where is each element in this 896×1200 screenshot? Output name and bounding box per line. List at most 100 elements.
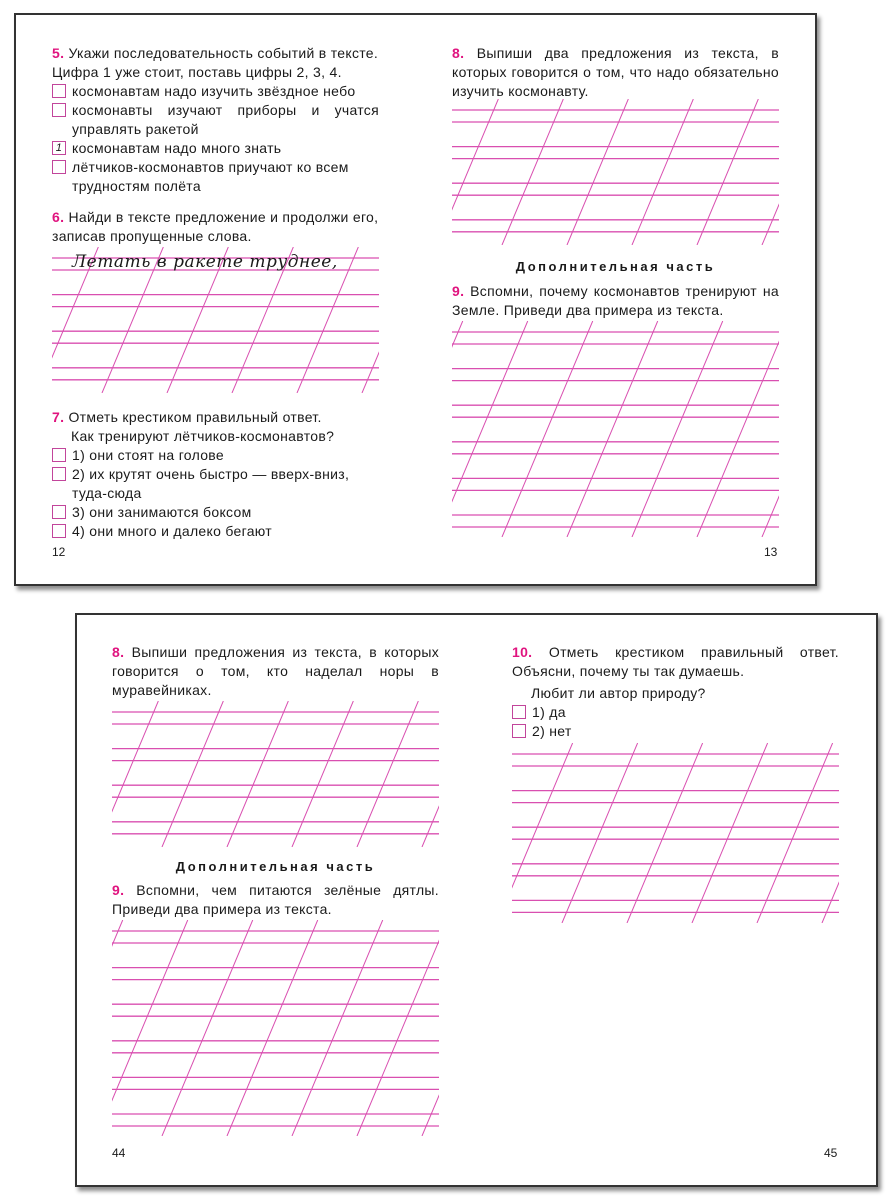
task-8: 8. Выпиши предложения из текста, в котор…: [112, 643, 439, 700]
slant-line: [696, 340, 779, 537]
option-text: лётчиков-космонавтов приучают ко всем тр…: [72, 159, 349, 194]
option-text: 2) нет: [532, 723, 572, 739]
slant-line: [112, 920, 124, 947]
task-text: Найди в тексте предложение и продолжи ег…: [52, 209, 379, 244]
option-text: 3) они занимаются боксом: [72, 504, 252, 520]
checkbox[interactable]: [52, 505, 66, 519]
task-8: 8. Выпиши два предложения из текста, в к…: [452, 44, 779, 101]
task-number: 8.: [452, 45, 465, 61]
slant-line: [101, 247, 164, 393]
writing-lines[interactable]: [452, 99, 779, 245]
slant-line: [356, 939, 439, 1136]
task-text: Выпиши предложения из текста, в которых …: [112, 644, 439, 698]
checkbox[interactable]: [52, 160, 66, 174]
writing-lines[interactable]: [52, 247, 379, 393]
option: космонавты изучают приборы и учатся упра…: [52, 101, 379, 139]
slant-line: [501, 321, 594, 537]
question: Как тренируют лётчиков-космонавтов?: [71, 428, 335, 444]
slant-line: [112, 701, 159, 813]
task-9: 9. Вспомни, чем питаются зелёные дятлы. …: [112, 881, 439, 919]
option: 3) они занимаются боксом: [52, 503, 379, 522]
option: 2) их крутят очень быстро — вверх-вниз, …: [52, 465, 379, 503]
option-text: космонавтам надо изучить звёздное небо: [72, 83, 356, 99]
option-text: 1) да: [532, 704, 566, 720]
task-text: Вспомни, почему космонавтов тренируют на…: [452, 283, 779, 318]
slant-line: [821, 881, 839, 923]
writing-lines[interactable]: [112, 920, 439, 1136]
slant-line: [226, 701, 289, 847]
checkbox[interactable]: [52, 524, 66, 538]
slant-line: [761, 495, 779, 537]
writing-lines[interactable]: [112, 701, 439, 847]
task-number: 6.: [52, 209, 65, 225]
page-number: 13: [764, 545, 778, 559]
option: 1) они стоят на голове: [52, 446, 379, 465]
option: 2) нет: [512, 722, 839, 741]
slant-line: [566, 321, 659, 537]
slant-line: [696, 99, 759, 245]
checkbox[interactable]: [512, 705, 526, 719]
task-number: 7.: [52, 409, 65, 425]
slant-line: [512, 743, 574, 889]
checkbox[interactable]: [52, 84, 66, 98]
option: лётчиков-космонавтов приучают ко всем тр…: [52, 158, 379, 196]
checkbox[interactable]: 1: [52, 141, 66, 155]
option: космонавтам надо изучить звёздное небо: [52, 82, 379, 101]
slant-line: [452, 321, 464, 348]
writing-lines[interactable]: [512, 743, 839, 923]
slant-line: [52, 247, 99, 359]
page-number: 12: [52, 545, 66, 559]
task-text: Выпиши два предложения из текста, в кото…: [452, 45, 779, 99]
task-number: 5.: [52, 45, 65, 61]
task-5: 5. Укажи последовательность событий в те…: [52, 44, 379, 196]
option: 1 космонавтам надо много знать: [52, 139, 379, 158]
slant-line: [626, 743, 704, 923]
handwritten-answer: Летать в ракете труднее,: [72, 252, 338, 272]
slant-line: [566, 99, 629, 245]
slant-line: [561, 743, 639, 923]
slant-line: [756, 743, 834, 923]
checkbox[interactable]: [52, 467, 66, 481]
slant-line: [691, 743, 769, 923]
slant-line: [231, 247, 294, 393]
slant-line: [631, 321, 724, 537]
slant-line: [421, 805, 439, 847]
slant-line: [361, 351, 379, 393]
checkbox[interactable]: [52, 103, 66, 117]
option-text: 4) они много и далеко бегают: [72, 523, 272, 539]
task-10: 10. Отметь крестиком правильный ответ. О…: [512, 643, 839, 741]
task-number: 9.: [452, 283, 465, 299]
slant-line: [291, 920, 384, 1136]
slant-line: [112, 920, 189, 1102]
task-text: Укажи последовательность событий в текст…: [52, 45, 379, 80]
task-number: 9.: [112, 882, 125, 898]
checkbox[interactable]: [52, 448, 66, 462]
task-text: Вспомни, чем питаются зелёные дятлы. При…: [112, 882, 439, 917]
slant-line: [161, 701, 224, 847]
slant-line: [761, 203, 779, 245]
slant-line: [452, 321, 529, 503]
slant-line: [291, 701, 354, 847]
slant-line: [296, 247, 359, 393]
slant-line: [452, 99, 499, 211]
option-text: космонавтам надо много знать: [72, 140, 282, 156]
option-text: космонавты изучают приборы и учатся упра…: [72, 102, 379, 137]
option: 4) они много и далеко бегают: [52, 522, 379, 541]
option-text: 1) они стоят на голове: [72, 447, 224, 463]
section-heading: Дополнительная часть: [175, 859, 376, 874]
slant-line: [161, 920, 254, 1136]
writing-lines[interactable]: [452, 321, 779, 537]
slant-line: [501, 99, 564, 245]
task-text: Отметь крестиком правильный ответ.: [68, 409, 322, 425]
slant-line: [226, 920, 319, 1136]
checkbox[interactable]: [512, 724, 526, 738]
slant-line: [356, 701, 419, 847]
slant-line: [421, 1094, 439, 1136]
task-6: 6. Найди в тексте предложение и продолжи…: [52, 208, 379, 246]
slant-line: [166, 247, 229, 393]
question: Любит ли автор природу?: [531, 685, 706, 701]
page-number: 44: [112, 1146, 126, 1160]
task-number: 8.: [112, 644, 125, 660]
task-number: 10.: [512, 644, 533, 660]
task-9: 9. Вспомни, почему космонавтов тренируют…: [452, 282, 779, 320]
